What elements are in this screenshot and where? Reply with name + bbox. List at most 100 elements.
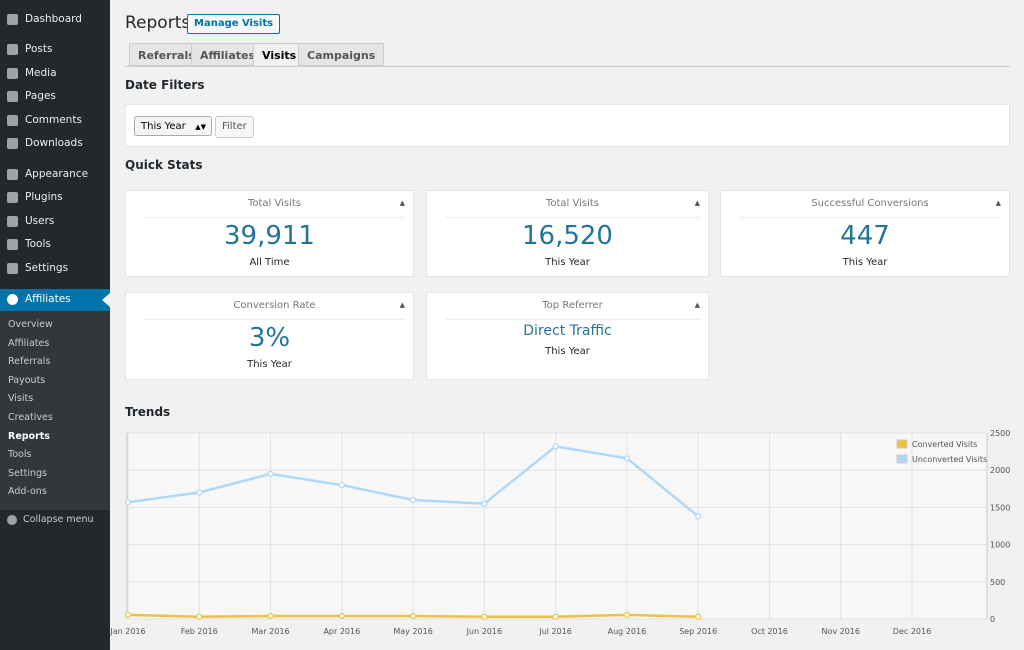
menu-item[interactable]: Tools [25, 238, 51, 250]
menu-icon [7, 91, 18, 102]
active-menu-bg [0, 289, 110, 311]
x-tick-label: Dec 2016 [893, 627, 931, 636]
filter-button[interactable]: Filter [215, 116, 254, 138]
collapse-menu[interactable]: Collapse menu [23, 514, 94, 525]
menu-icon [7, 192, 18, 203]
data-point [267, 612, 274, 620]
y-tick-label: 2500 [990, 429, 1010, 438]
stat-card: Successful Conversions ▲ 447 This Year [720, 190, 1010, 277]
card-toggle[interactable]: ▲ [694, 199, 700, 207]
submenu-item[interactable]: Add-ons [8, 486, 47, 498]
menu-item[interactable]: Settings [25, 262, 69, 274]
card-title: Successful Conversions [739, 198, 1001, 218]
submenu-item[interactable]: Affiliates [8, 337, 50, 349]
menu-item[interactable]: Affiliates [25, 293, 71, 305]
active-arrow [102, 293, 110, 307]
y-tick-label: 0 [990, 615, 995, 624]
x-tick-label: Mar 2016 [252, 627, 290, 636]
x-tick-label: Aug 2016 [608, 627, 647, 636]
data-point [409, 496, 417, 504]
stat-card: Total Visits ▲ 39,911 All Time [125, 190, 414, 277]
tab[interactable]: Visits [253, 43, 306, 67]
plot-area [126, 432, 988, 620]
menu-item[interactable]: Comments [25, 114, 82, 126]
data-point [196, 613, 203, 620]
x-tick-label: Apr 2016 [323, 627, 360, 636]
filter-box: This Year ▲▼ Filter [125, 104, 1010, 147]
tab[interactable]: Referrals [129, 43, 204, 66]
submenu-item[interactable]: Payouts [8, 374, 46, 386]
period-select[interactable]: This Year ▲▼ [134, 116, 212, 136]
x-tick-label: Jul 2016 [538, 627, 572, 636]
y-tick-label: 1500 [990, 503, 1010, 512]
manage-visits-button[interactable]: Manage Visits [187, 14, 281, 34]
select-text: This Year [141, 121, 186, 132]
submenu-item[interactable]: Settings [8, 467, 47, 479]
menu-icon [7, 294, 18, 305]
menu-item[interactable]: Plugins [25, 191, 63, 203]
collapse-icon [7, 515, 17, 525]
card-value: 447 [840, 221, 890, 251]
menu-item[interactable]: Media [25, 67, 57, 79]
data-point [124, 611, 132, 619]
x-tick-label: Jan 2016 [109, 627, 145, 636]
x-tick-label: Nov 2016 [821, 627, 860, 636]
data-point [124, 499, 132, 506]
card-value: 3% [248, 323, 291, 353]
data-point [552, 613, 559, 620]
x-tick-label: Sep 2016 [679, 627, 717, 636]
card-title: Total Visits [445, 198, 700, 218]
section-heading: Date Filters [125, 78, 205, 92]
stat-card: Total Visits ▲ 16,520 This Year [426, 190, 709, 277]
sidebar: Dashboard Posts Media Pages Comments Download… [0, 0, 110, 650]
card-toggle[interactable]: ▲ [399, 301, 405, 309]
card-title: Top Referrer [445, 300, 700, 320]
data-point [552, 443, 559, 450]
menu-item[interactable]: Pages [25, 90, 56, 102]
x-tick-label: May 2016 [393, 627, 432, 636]
select-arrow: ▲▼ [195, 123, 206, 131]
data-point [338, 481, 345, 489]
menu-item[interactable]: Users [25, 215, 55, 227]
menu-icon [7, 263, 18, 274]
card-toggle[interactable]: ▲ [399, 199, 405, 207]
submenu-item[interactable]: Reports [8, 430, 50, 442]
submenu-item[interactable]: Visits [8, 393, 34, 405]
menu-icon [7, 115, 18, 126]
stat-card: Conversion Rate ▲ 3% This Year [125, 292, 414, 380]
submenu-item[interactable]: Tools [8, 449, 32, 461]
submenu-item[interactable]: Referrals [8, 356, 51, 368]
menu-item[interactable]: Dashboard [25, 13, 82, 25]
submenu-item[interactable]: Creatives [8, 412, 53, 423]
section-heading: Trends [125, 405, 171, 419]
menu-item[interactable]: Posts [25, 43, 53, 55]
menu-item[interactable]: Appearance [25, 168, 89, 180]
menu-icon [7, 169, 18, 180]
tab[interactable]: Campaigns [298, 43, 385, 66]
card-toggle[interactable]: ▲ [995, 199, 1001, 207]
legend-label: Unconverted Visits [912, 455, 987, 464]
data-point [338, 612, 345, 620]
data-point [623, 611, 631, 619]
data-point [481, 613, 488, 620]
card-title: Conversion Rate [144, 300, 405, 320]
card-value: 39,911 [224, 221, 315, 251]
submenu-bg [0, 311, 110, 510]
menu-item[interactable]: Downloads [25, 137, 83, 149]
page-title: Reports [125, 13, 191, 33]
y-tick-label: 1000 [990, 541, 1010, 550]
submenu-item[interactable]: Overview [8, 319, 53, 330]
card-toggle[interactable]: ▲ [694, 301, 700, 309]
data-point [623, 455, 631, 462]
card-value: Direct Traffic [523, 323, 612, 339]
x-tick-label: Oct 2016 [751, 627, 788, 636]
y-tick-label: 2000 [990, 466, 1010, 475]
card-period: All Time [249, 257, 290, 268]
tab[interactable]: Affiliates [191, 43, 265, 66]
menu-icon [7, 14, 18, 25]
data-point [481, 500, 488, 507]
stat-card: Top Referrer ▲ Direct Traffic This Year [426, 292, 709, 380]
card-period: This Year [545, 346, 590, 357]
